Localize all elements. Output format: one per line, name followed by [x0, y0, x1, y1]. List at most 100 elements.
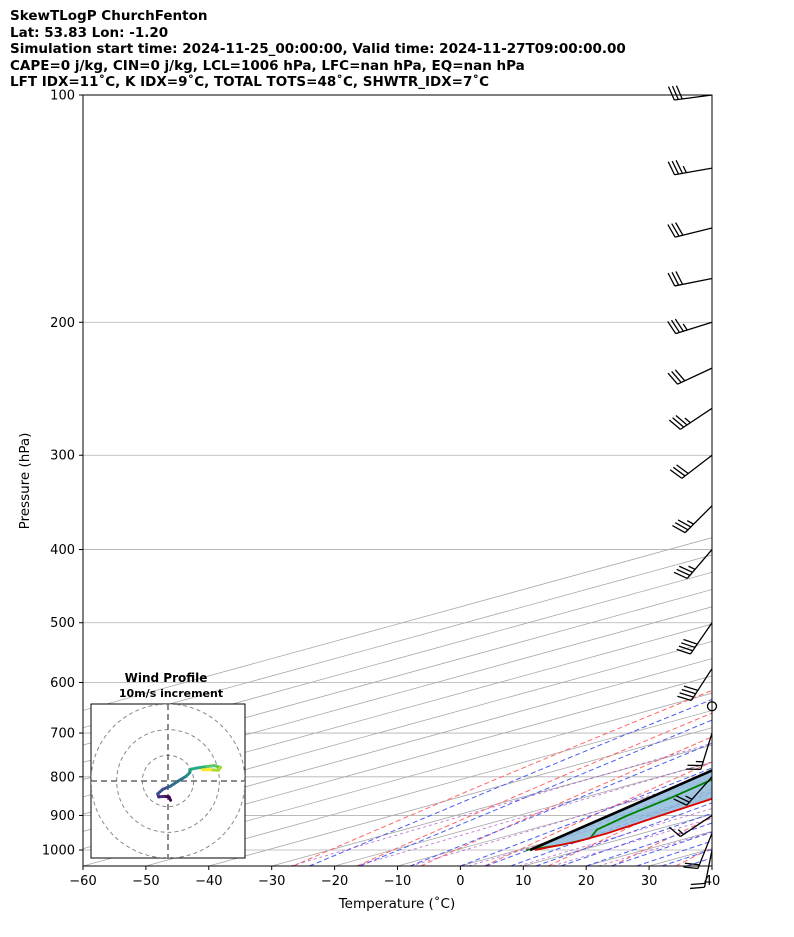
time-label: Simulation start time: 2024-11-25_00:00:… — [10, 41, 626, 57]
x-tick-label: 10 — [515, 874, 532, 889]
wind-barb — [673, 776, 713, 806]
mixing-ratio-line — [356, 761, 712, 866]
barb-flag — [673, 571, 688, 579]
barb-staff — [680, 814, 713, 838]
x-tick-label: −60 — [69, 874, 96, 889]
moist-adiabat — [560, 812, 712, 866]
wind-barb — [677, 668, 713, 702]
x-tick-label: 20 — [578, 874, 595, 889]
barb-flag — [669, 469, 683, 479]
barb-flag — [678, 565, 693, 573]
y-tick-label: 300 — [50, 449, 75, 464]
barb-half-flag — [682, 323, 688, 331]
barb-staff — [677, 367, 713, 385]
barb-staff — [700, 732, 713, 770]
barb-staff — [675, 321, 713, 335]
wind-barb — [683, 832, 713, 870]
barb-flag — [671, 371, 682, 383]
dry-adiabat — [611, 816, 712, 866]
barb-flag — [676, 648, 691, 655]
isotherm-line — [83, 640, 712, 815]
moist-adiabat — [535, 802, 712, 866]
barb-flag — [671, 319, 681, 333]
barb-flag — [678, 645, 693, 652]
barb-staff — [674, 94, 713, 101]
x-tick-label: −40 — [195, 874, 222, 889]
dry-adiabat — [484, 761, 712, 866]
hodograph-trace — [169, 779, 180, 788]
barb-flag — [671, 160, 680, 175]
x-tick-label: 40 — [704, 874, 721, 889]
chart-header: SkewTLogP ChurchFenton Lat: 53.83 Lon: -… — [10, 8, 626, 91]
barb-half-flag — [688, 565, 696, 570]
temperature-line — [534, 797, 712, 851]
indices-label: LFT IDX=11˚C, K IDX=9˚C, TOTAL TOTS=48˚C… — [10, 74, 490, 90]
moist-adiabat — [686, 857, 712, 866]
moist-adiabat — [586, 822, 712, 866]
dry-adiabat — [293, 689, 712, 866]
mixing-ratio-line — [410, 776, 712, 866]
mixing-ratio-line — [468, 793, 712, 866]
dry-adiabat — [356, 712, 712, 866]
barb-half-flag — [677, 829, 685, 835]
isotherm-line — [208, 727, 712, 866]
barb-staff — [703, 849, 713, 888]
wind-barb — [667, 318, 713, 335]
moist-adiabat — [485, 779, 712, 866]
barb-flag — [675, 415, 688, 426]
isotherm-line — [648, 848, 712, 866]
isotherm-line — [586, 831, 712, 866]
isotherm-line — [523, 813, 712, 866]
mixing-ratio-line — [598, 831, 712, 866]
y-tick-label: 700 — [50, 727, 75, 742]
wind-barb — [669, 454, 713, 479]
barb-flag — [675, 222, 684, 236]
isotherm-line — [83, 623, 712, 798]
barb-staff — [680, 407, 713, 430]
barb-flag — [674, 318, 684, 332]
barb-staff — [674, 277, 713, 287]
barb-flag — [690, 882, 706, 886]
y-tick-label: 200 — [50, 316, 75, 331]
barb-staff — [697, 832, 713, 869]
wind-barb — [667, 160, 713, 176]
moist-adiabat — [460, 767, 712, 866]
x-tick-label: 30 — [641, 874, 658, 889]
barb-flag — [677, 695, 692, 702]
wind-barbs — [667, 85, 718, 890]
barb-staff — [674, 167, 713, 176]
mixing-ratio-line — [290, 742, 712, 866]
barb-staff — [686, 776, 713, 806]
chart-title: SkewTLogP ChurchFenton — [10, 8, 208, 24]
x-axis-label: Temperature (˚C) — [338, 895, 456, 912]
wind-barb — [689, 849, 713, 890]
x-tick-label: −20 — [321, 874, 348, 889]
moist-adiabat — [636, 840, 712, 866]
moist-adiabat — [309, 698, 712, 866]
barb-flag — [674, 522, 689, 531]
hodograph-inset: Wind Profile 10m/s increment — [90, 671, 246, 859]
isotherm-line — [397, 779, 712, 866]
barb-staff — [681, 454, 713, 479]
barb-flag — [689, 886, 705, 890]
isotherm-line — [271, 744, 712, 866]
barb-flag — [667, 161, 676, 176]
x-tick-label: −10 — [384, 874, 411, 889]
dry-adiabat — [420, 736, 712, 866]
barb-flag — [680, 642, 696, 649]
axis-ticks: −60 −50 −40 −30 −20 −10 0 10 20 30 40 1000 900 800 700… — [42, 89, 720, 890]
parcel-path-line — [529, 769, 712, 852]
moist-adiabat — [611, 831, 712, 866]
barb-flag — [676, 464, 689, 475]
barb-flag — [675, 271, 684, 285]
barb-flag — [671, 85, 679, 100]
barb-half-flag — [686, 520, 694, 525]
y-tick-label: 800 — [50, 770, 75, 785]
wind-barb — [667, 367, 713, 385]
barb-flag — [667, 224, 676, 238]
barb-half-flag — [684, 417, 691, 424]
barb-flag — [676, 795, 690, 803]
barb-half-flag — [685, 795, 693, 800]
barb-half-flag — [682, 165, 687, 173]
